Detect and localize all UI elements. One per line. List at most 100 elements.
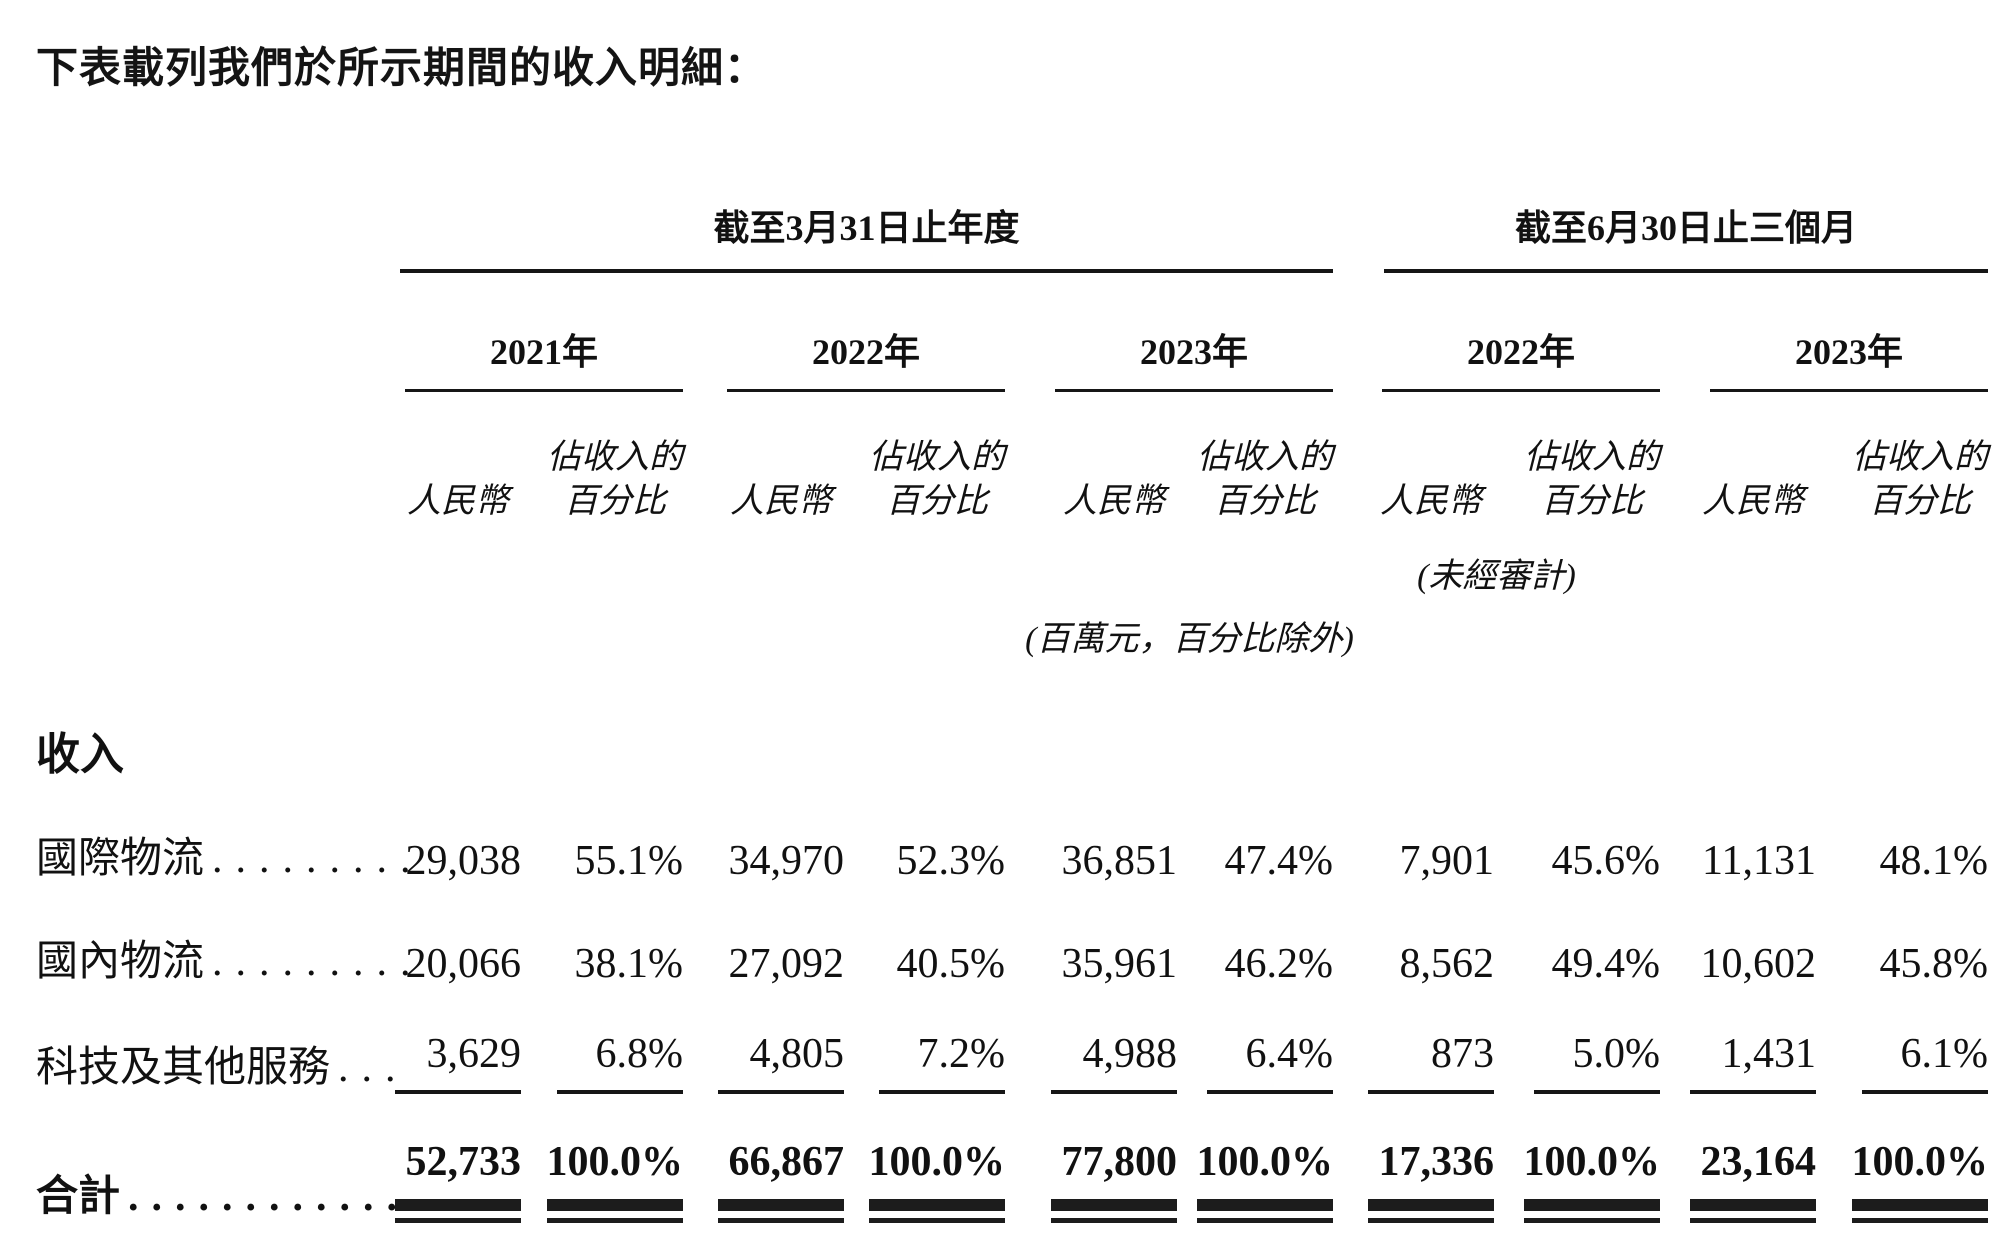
total-value: 77,800 xyxy=(1061,1139,1178,1186)
value-cell-underlined: 5.0% xyxy=(1534,1030,1660,1095)
col-header-rmb: 人民幣 xyxy=(1380,483,1482,521)
row-label: 科技及其他服務 xyxy=(36,1045,331,1092)
column-header-row: 人民幣 佔收入的 百分比 人民幣 佔收入的 百分比 人民幣 佔收入的 百分比 人民幣 … xyxy=(36,392,1988,524)
document-page: 下表載列我們於所示期間的收入明細： 截至3月31日止年度 截至6月30日止三個月 xyxy=(36,46,1989,1224)
note-unaudited: (未經審計) xyxy=(1417,558,1576,596)
year-header-2023: 2023年 xyxy=(1055,323,1333,392)
year-header-q2022: 2022年 xyxy=(1382,323,1660,392)
year-header-q2023: 2023年 xyxy=(1710,323,1988,392)
row-domestic-logistics: 國內物流......... 20,066 38.1% 27,092 40.5% … xyxy=(36,885,1988,988)
total-value-cell: 23,164 xyxy=(1690,1138,1817,1224)
value-cell: 35,961 xyxy=(1061,941,1178,988)
double-rule-thin xyxy=(718,1218,844,1224)
leader-dots: ............ xyxy=(128,1174,411,1221)
total-value: 17,336 xyxy=(1378,1139,1495,1186)
value-cell: 52.3% xyxy=(896,838,1006,885)
total-value-cell: 66,867 xyxy=(718,1138,845,1224)
period-group-row: 截至3月31日止年度 截至6月30日止三個月 xyxy=(36,199,1988,273)
value-cell: 55.1% xyxy=(574,838,684,885)
unaudited-note-row: (未經審計) xyxy=(36,524,1988,597)
value-cell: 45.8% xyxy=(1879,941,1989,988)
double-rule-thin xyxy=(1523,1218,1660,1224)
total-value: 100.0% xyxy=(868,1139,1006,1186)
double-rule-thick xyxy=(1368,1199,1494,1212)
total-value-cell: 100.0% xyxy=(1523,1138,1661,1224)
row-technology-other-services: 科技及其他服務... 3,629 6.8% 4,805 7.2% 4,988 6… xyxy=(36,988,1988,1095)
row-label: 國內物流 xyxy=(36,939,205,986)
value-cell-underlined: 6.4% xyxy=(1207,1030,1333,1095)
double-rule-thin xyxy=(1690,1218,1816,1224)
double-rule-thin xyxy=(546,1218,683,1224)
value-cell: 38.1% xyxy=(574,941,684,988)
value-cell: 45.6% xyxy=(1551,838,1661,885)
total-value-cell: 100.0% xyxy=(1851,1138,1989,1224)
value-cell: 40.5% xyxy=(896,941,1006,988)
value-cell-underlined: 4,988 xyxy=(1051,1030,1177,1095)
col-header-pct: 佔收入的 百分比 xyxy=(1524,439,1660,521)
row-label: 國際物流 xyxy=(36,836,205,883)
value-cell: 10,602 xyxy=(1700,941,1817,988)
double-rule-thick xyxy=(1051,1199,1177,1212)
total-value: 100.0% xyxy=(1851,1139,1989,1186)
value-cell-underlined: 4,805 xyxy=(718,1030,844,1095)
leader-dots: ......... xyxy=(212,939,424,986)
value-cell: 11,131 xyxy=(1702,838,1816,885)
double-rule-thin xyxy=(1368,1218,1494,1224)
group-quarterly-cell: 截至6月30日止三個月 xyxy=(1333,199,1988,273)
total-value: 66,867 xyxy=(728,1139,845,1186)
total-value: 100.0% xyxy=(1196,1139,1334,1186)
value-cell: 36,851 xyxy=(1061,838,1178,885)
col-header-rmb: 人民幣 xyxy=(1702,483,1804,521)
spacer-cell xyxy=(36,199,391,273)
note-units: (百萬元，百分比除外) xyxy=(1025,621,1354,659)
value-cell-underlined: 873 xyxy=(1368,1030,1494,1095)
group-annual-cell: 截至3月31日止年度 xyxy=(391,199,1333,273)
page-title: 下表載列我們於所示期間的收入明細： xyxy=(36,46,768,92)
value-cell-underlined: 1,431 xyxy=(1690,1030,1816,1095)
leader-dots: ... xyxy=(338,1045,409,1092)
col-header-pct: 佔收入的 百分比 xyxy=(1852,439,1988,521)
spacer-cell xyxy=(36,597,391,660)
double-rule-thick xyxy=(1196,1199,1333,1212)
col-header-pct: 佔收入的 百分比 xyxy=(869,439,1005,521)
double-rule-thin xyxy=(395,1218,521,1224)
col-header-rmb: 人民幣 xyxy=(407,483,509,521)
total-value: 100.0% xyxy=(546,1139,684,1186)
spacer-cell xyxy=(36,524,391,597)
double-rule-thick xyxy=(1851,1199,1988,1212)
total-value-cell: 100.0% xyxy=(868,1138,1006,1224)
total-value: 52,733 xyxy=(405,1139,522,1186)
total-value: 100.0% xyxy=(1523,1139,1661,1186)
value-cell: 7,901 xyxy=(1399,838,1495,885)
double-rule-thin xyxy=(1851,1218,1988,1224)
year-header-2022: 2022年 xyxy=(727,323,1005,392)
year-header-row: 2021年 2022年 2023年 2022年 2023年 xyxy=(36,273,1988,392)
col-header-pct: 佔收入的 百分比 xyxy=(1197,439,1333,521)
value-cell: 49.4% xyxy=(1551,941,1661,988)
double-rule-thick xyxy=(395,1199,521,1212)
year-header-2021: 2021年 xyxy=(405,323,683,392)
group-header-annual-label: 截至3月31日止年度 xyxy=(713,208,1020,248)
double-rule-thin xyxy=(1051,1218,1177,1224)
total-value-cell: 100.0% xyxy=(546,1138,684,1224)
value-cell: 27,092 xyxy=(728,941,845,988)
value-cell-underlined: 3,629 xyxy=(395,1030,521,1095)
value-cell-underlined: 6.1% xyxy=(1862,1030,1988,1095)
value-cell: 48.1% xyxy=(1879,838,1989,885)
units-note-row: (百萬元，百分比除外) xyxy=(36,597,1988,660)
section-header-revenue: 收入 xyxy=(36,730,124,780)
total-value-cell: 17,336 xyxy=(1368,1138,1495,1224)
value-cell-underlined: 6.8% xyxy=(557,1030,683,1095)
row-total: 合計............ 52,733 100.0% 66,867 100.… xyxy=(36,1094,1989,1224)
spacer-cell xyxy=(36,392,391,524)
col-header-rmb: 人民幣 xyxy=(730,483,832,521)
total-value-cell: 100.0% xyxy=(1196,1138,1334,1224)
double-rule-thin xyxy=(1196,1218,1333,1224)
double-rule-thick xyxy=(546,1199,683,1212)
group-header-annual: 截至3月31日止年度 xyxy=(400,199,1333,273)
spacer-cell xyxy=(36,273,391,392)
total-value-cell: 77,800 xyxy=(1051,1138,1178,1224)
total-value: 23,164 xyxy=(1700,1139,1817,1186)
section-header-row: 收入 xyxy=(36,660,1988,782)
total-value-cell: 52,733 xyxy=(395,1138,522,1224)
